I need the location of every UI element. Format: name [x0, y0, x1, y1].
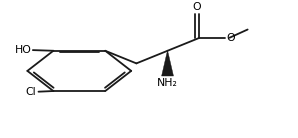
- Text: O: O: [226, 33, 235, 43]
- Text: NH₂: NH₂: [157, 78, 178, 88]
- Text: HO: HO: [15, 45, 31, 55]
- Text: O: O: [192, 2, 201, 12]
- Text: Cl: Cl: [26, 87, 36, 97]
- Polygon shape: [162, 51, 173, 76]
